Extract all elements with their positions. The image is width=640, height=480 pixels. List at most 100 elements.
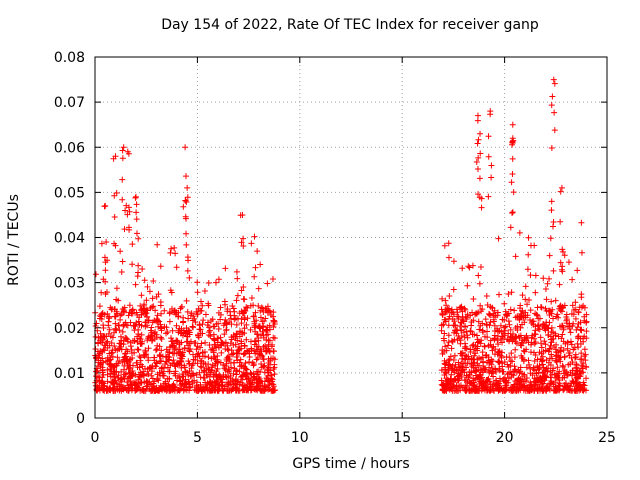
data-point [125,382,132,389]
data-point [566,352,573,359]
data-point [215,387,222,394]
data-point [238,287,245,294]
data-point [118,382,125,389]
data-point [440,335,447,342]
data-point [205,331,212,338]
data-point [218,349,225,356]
data-point [195,350,202,357]
data-point [442,364,449,371]
x-tick-label: 20 [496,430,514,446]
data-point [498,349,505,356]
data-point [98,289,105,296]
data-point [261,317,268,324]
data-point [540,348,547,355]
data-point [246,383,253,390]
data-point [498,354,505,361]
data-point [263,307,270,314]
data-point [119,176,126,183]
data-point [471,359,478,366]
data-point [96,377,103,384]
data-point [468,369,475,376]
data-point [441,348,448,355]
data-point [270,334,277,341]
data-point [174,361,181,368]
data-point [448,345,455,352]
data-point [511,354,518,361]
data-point [538,381,545,388]
data-point [110,155,117,162]
data-point [95,386,102,393]
data-point [103,385,110,392]
data-point [267,358,274,365]
data-point [214,365,221,372]
data-point [100,346,107,353]
data-point [126,226,133,233]
data-point [270,383,277,390]
data-point [140,368,147,375]
data-point [468,355,475,362]
data-point [489,383,496,390]
data-point [234,275,241,282]
data-point [458,327,465,334]
data-point [558,308,565,315]
data-point [236,359,243,366]
data-point [166,349,173,356]
data-point [450,286,457,293]
x-axis-label: GPS time / hours [292,456,410,472]
data-point [522,377,529,384]
data-point [224,308,231,315]
data-point [499,339,506,346]
data-point [227,312,234,319]
data-point [145,345,152,352]
data-point [263,326,270,333]
x-tick-label: 5 [193,430,202,446]
data-point [528,387,535,394]
data-point [222,316,229,323]
data-point [198,298,205,305]
data-point [444,308,451,315]
data-point [243,366,250,373]
data-point [452,327,459,334]
data-point [580,387,587,394]
data-point [554,372,561,379]
data-point [92,333,99,340]
y-axis-label: ROTI / TECUs [6,194,22,286]
data-point [507,334,514,341]
data-point [256,378,263,385]
data-point [101,311,108,318]
data-point [265,369,272,376]
data-point [496,375,503,382]
data-point [180,373,187,380]
data-point [201,368,208,375]
data-point [259,328,266,335]
data-point [197,357,204,364]
data-point [97,348,104,355]
data-point [271,371,278,378]
data-point [475,191,482,198]
data-point [230,350,237,357]
data-point [251,273,258,280]
data-point [557,259,564,266]
data-point [124,211,131,218]
data-point [513,340,520,347]
data-point [504,311,511,318]
data-point [111,192,118,199]
data-point [164,387,171,394]
data-point [509,141,516,148]
data-point [520,347,527,354]
data-point [265,377,272,384]
data-point [483,352,490,359]
data-point [521,319,528,326]
data-point [92,355,99,362]
data-point [572,383,579,390]
data-point [561,252,568,259]
data-point [505,375,512,382]
data-point [106,326,113,333]
data-point [565,350,572,357]
data-point [487,319,494,326]
data-point [477,150,484,157]
data-point [525,234,532,241]
data-point [579,369,586,376]
data-point [561,354,568,361]
data-point [172,372,179,379]
